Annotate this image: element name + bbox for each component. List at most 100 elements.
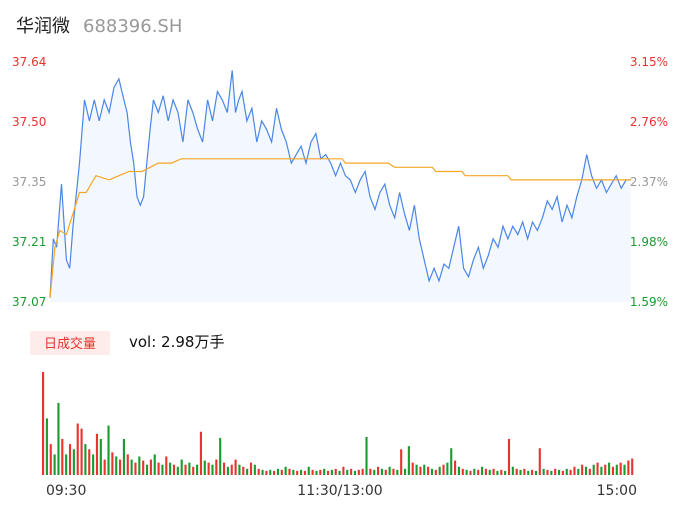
volume-bar — [172, 464, 176, 475]
volume-bar — [99, 438, 102, 475]
volume-bar — [523, 468, 526, 475]
volume-bar — [565, 468, 568, 475]
volume-bar — [531, 469, 534, 475]
volume-bars — [42, 372, 634, 475]
volume-bar — [373, 469, 376, 475]
volume-bar — [434, 469, 437, 475]
volume-bar — [608, 462, 611, 475]
volume-bar — [365, 436, 368, 475]
volume-bar — [319, 469, 322, 475]
price-fill — [50, 70, 631, 303]
percent-tick-label: 1.59% — [630, 295, 668, 309]
volume-bar — [188, 462, 191, 475]
volume-bar — [615, 464, 618, 475]
volume-bar — [361, 468, 364, 475]
volume-bar — [438, 466, 441, 475]
volume-bar — [403, 468, 407, 475]
volume-bar — [469, 470, 472, 475]
volume-bar — [411, 462, 414, 475]
volume-bar — [199, 431, 202, 475]
volume-bar — [68, 444, 72, 475]
percent-tick-label: 3.15% — [630, 55, 668, 69]
time-tick-label: 09:30 — [46, 483, 86, 499]
volume-readout: vol: 2.98万手 — [129, 333, 224, 351]
volume-bar — [161, 464, 164, 475]
volume-bar — [169, 462, 172, 475]
time-tick-label: 15:00 — [597, 483, 637, 499]
volume-bar — [95, 433, 99, 475]
volume-bar — [500, 469, 503, 475]
volume-bar — [92, 454, 95, 475]
volume-bar — [72, 449, 75, 475]
stock-code: 688396.SH — [83, 16, 182, 37]
volume-bar — [273, 470, 276, 475]
volume-bar — [203, 460, 206, 475]
volume-bar — [53, 454, 56, 475]
volume-bar — [215, 459, 218, 475]
volume-bar — [369, 468, 372, 475]
volume-bar — [226, 466, 229, 475]
volume-bar — [84, 444, 87, 475]
volume-bar — [261, 469, 264, 475]
volume-bar — [299, 469, 303, 475]
volume-bar — [149, 459, 152, 475]
volume-bar — [519, 469, 522, 475]
volume-bar — [588, 468, 591, 475]
volume-bar — [353, 470, 357, 475]
price-area — [49, 70, 631, 303]
percent-tick-label: 2.76% — [630, 115, 668, 129]
percent-ticks: 3.15% 2.76% 2.37% 1.98% 1.59% — [630, 55, 668, 309]
volume-tab[interactable]: 日成交量 — [44, 336, 96, 352]
volume-bar — [546, 469, 549, 475]
volume-bar — [323, 468, 326, 475]
volume-bar — [180, 459, 183, 475]
volume-bar — [419, 466, 422, 475]
volume-bar — [357, 469, 360, 475]
volume-bar — [631, 458, 634, 475]
volume-bar — [423, 464, 426, 475]
volume-bar — [307, 466, 310, 475]
volume-bar — [288, 468, 291, 475]
volume-bar — [80, 428, 83, 475]
volume-bar — [473, 468, 476, 475]
volume-bar — [538, 448, 541, 475]
volume-bar — [446, 462, 449, 475]
volume-bar — [107, 425, 110, 475]
volume-bar — [346, 469, 349, 475]
volume-bar — [234, 459, 237, 475]
volume-bar — [400, 449, 403, 475]
volume-bar — [573, 466, 576, 475]
volume-bar — [430, 468, 434, 475]
volume-bar — [484, 468, 487, 475]
volume-bar — [315, 470, 318, 475]
volume-bar — [257, 468, 260, 475]
volume-bar — [584, 466, 588, 475]
volume-bar — [103, 459, 106, 475]
volume-bar — [477, 469, 480, 475]
volume-bar — [534, 470, 537, 475]
volume-bar — [396, 469, 399, 475]
volume-bar — [415, 464, 418, 475]
volume-bar — [296, 470, 299, 475]
volume-bar — [557, 469, 561, 475]
percent-tick-label: 1.98% — [630, 235, 668, 249]
volume-bar — [492, 468, 495, 475]
price-tick-label: 37.21 — [12, 235, 46, 249]
price-ticks: 37.64 37.50 37.35 37.21 37.07 — [12, 55, 46, 309]
volume-bar — [76, 423, 79, 475]
volume-bar — [619, 462, 622, 475]
volume-bar — [380, 468, 383, 475]
volume-bar — [550, 470, 553, 475]
volume-bar — [342, 466, 345, 475]
volume-bar — [581, 464, 584, 475]
volume-bar — [627, 460, 630, 475]
volume-bar — [211, 464, 214, 475]
volume-bar — [577, 468, 580, 475]
stock-name: 华润微 — [16, 16, 70, 37]
volume-bar — [207, 462, 210, 475]
volume-bar — [65, 454, 68, 475]
average-line — [49, 158, 631, 298]
volume-bar — [604, 464, 607, 475]
volume-bar — [192, 466, 195, 475]
volume-bar — [88, 449, 91, 475]
